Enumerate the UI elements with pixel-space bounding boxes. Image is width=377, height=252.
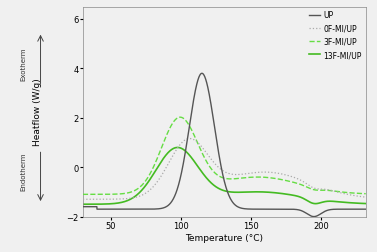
Text: Endotherm: Endotherm <box>21 151 26 190</box>
X-axis label: Temperature (°C): Temperature (°C) <box>185 233 263 242</box>
Y-axis label: Heatflow (W/g): Heatflow (W/g) <box>32 78 41 146</box>
Legend: UP, 0F-MI/UP, 3F-MI/UP, 13F-MI/UP: UP, 0F-MI/UP, 3F-MI/UP, 13F-MI/UP <box>308 10 363 61</box>
Text: Exotherm: Exotherm <box>21 47 26 81</box>
